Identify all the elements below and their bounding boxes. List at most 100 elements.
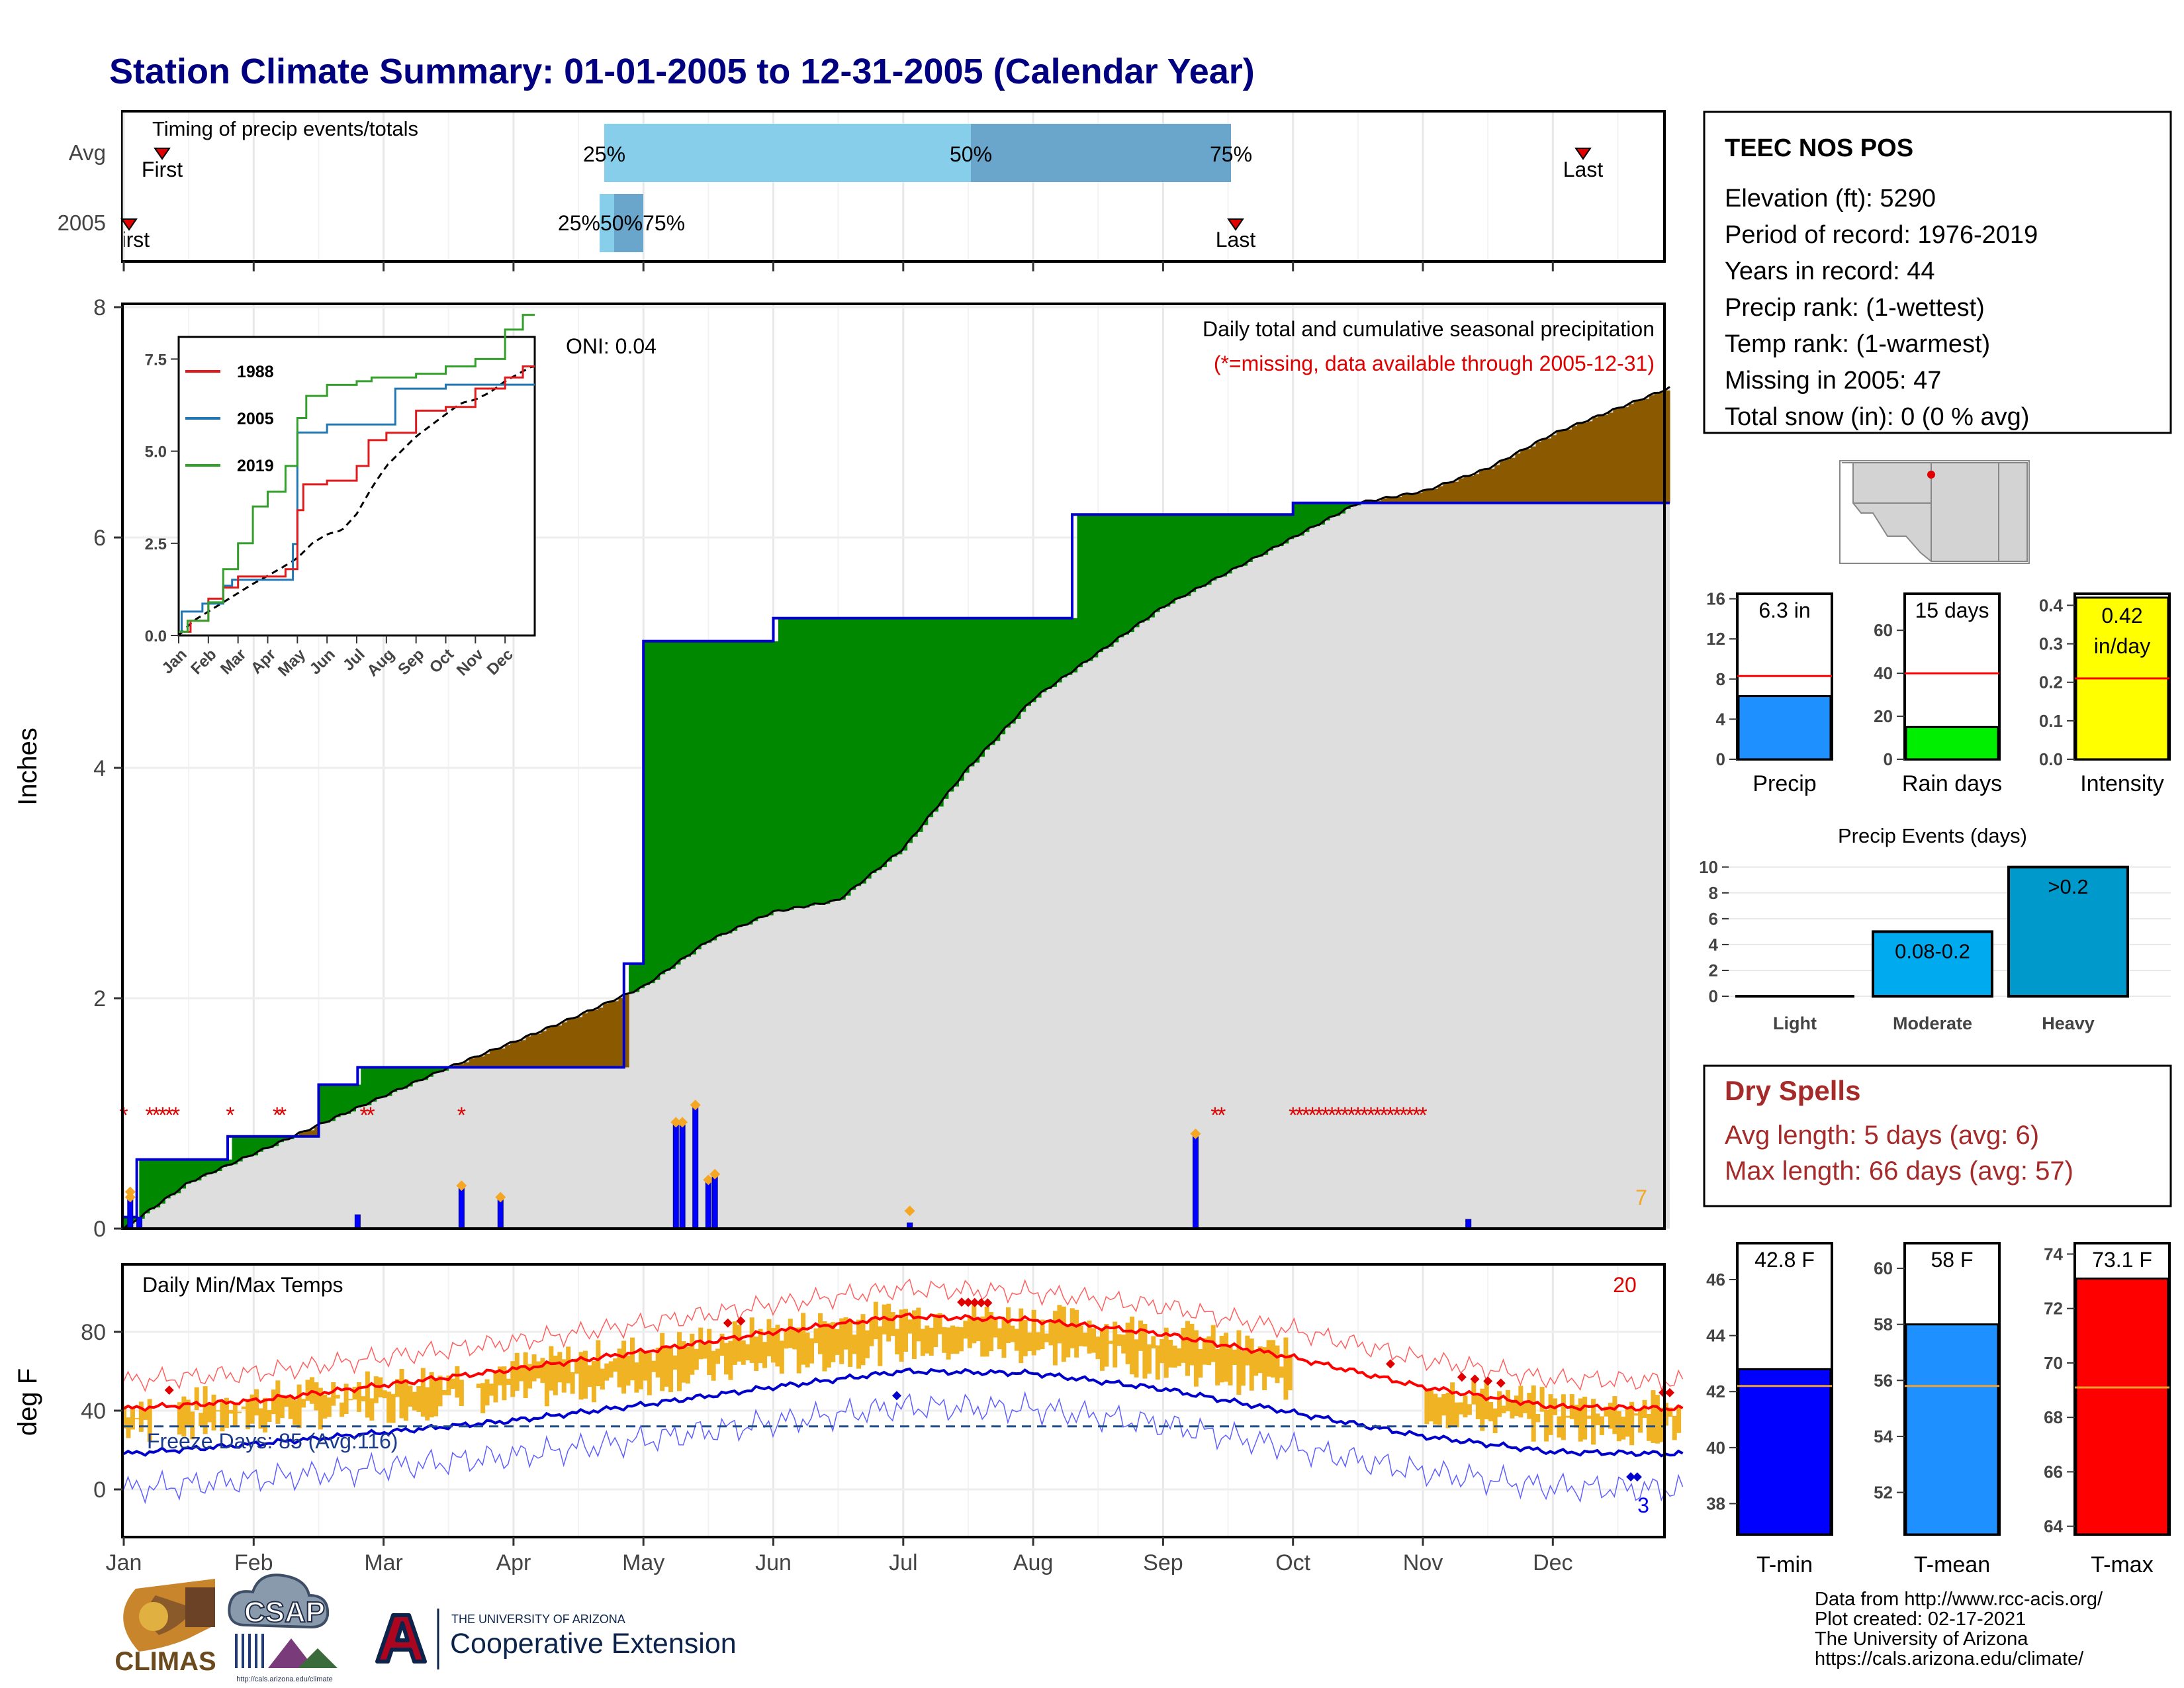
daily-temp-bar: [758, 1329, 763, 1364]
daily-temp-bar: [395, 1379, 400, 1397]
above-avg-area: [757, 641, 764, 918]
month-label: May: [622, 1550, 664, 1575]
daily-temp-bar: [446, 1376, 451, 1395]
avg-first-marker: [154, 148, 171, 160]
daily-temp-bar: [856, 1319, 862, 1369]
below-avg-area: [1484, 469, 1490, 503]
daily-temp-bar: [903, 1309, 909, 1352]
daily-temp-bar: [1488, 1402, 1494, 1422]
above-avg-area: [1077, 514, 1083, 667]
timing-row-avg: Avg: [69, 140, 106, 165]
daily-temp-bar: [215, 1410, 220, 1412]
above-avg-area: [1180, 514, 1186, 598]
above-avg-area: [1010, 618, 1016, 724]
below-avg-area: [572, 1018, 578, 1068]
daily-temp-bar: [348, 1399, 353, 1401]
above-avg-area: [1041, 618, 1047, 692]
above-avg-area: [1216, 514, 1222, 578]
precip-events-chart: Precip Events (days) 0 2 4 6 8 10 Light Moderat…: [1699, 824, 2171, 1033]
daily-temp-bar: [831, 1322, 836, 1362]
below-avg-area: [1572, 426, 1578, 503]
above-avg-area: [964, 618, 970, 773]
below-avg-area: [304, 1131, 310, 1137]
above-avg-area: [747, 641, 753, 925]
above-avg-area: [659, 641, 666, 974]
daily-temp-bar: [869, 1319, 874, 1346]
daily-temp-bar: [582, 1350, 588, 1399]
above-avg-area: [407, 1067, 413, 1087]
daily-temp-bar: [864, 1330, 870, 1358]
missing-data-mark: *: [1328, 1103, 1336, 1128]
missing-data-mark: *: [1353, 1103, 1362, 1128]
below-avg-area: [510, 1042, 516, 1068]
daily-temp-bar: [365, 1371, 370, 1418]
daily-temp-bar: [1287, 1354, 1293, 1391]
above-avg-area: [1308, 502, 1315, 528]
above-avg-area: [768, 641, 774, 915]
daily-temp-bar: [878, 1326, 883, 1366]
below-avg-area: [1546, 438, 1552, 503]
daily-temp-bar: [177, 1402, 182, 1435]
intensity-mini-value-label-2: in/day: [2094, 634, 2150, 658]
above-avg-area: [696, 641, 702, 950]
daily-temp-bar: [852, 1335, 857, 1354]
missing-data-mark: *: [1308, 1103, 1317, 1128]
above-avg-area: [933, 618, 938, 812]
above-avg-area: [216, 1159, 222, 1172]
below-avg-area: [489, 1050, 496, 1068]
daily-precip-marker: [690, 1100, 701, 1111]
missing-data-mark: *: [1367, 1103, 1375, 1128]
daily-temp-bar: [382, 1390, 387, 1399]
daily-temp-bar: [587, 1365, 592, 1387]
temp-ytick-label: 0: [93, 1477, 106, 1503]
below-avg-area: [541, 1031, 547, 1068]
daily-temp-bar: [672, 1355, 678, 1370]
daily-temp-bar: [676, 1332, 682, 1391]
above-avg-area: [226, 1159, 233, 1165]
daily-temp-bar: [1659, 1407, 1664, 1442]
missing-data-mark: *: [1399, 1103, 1408, 1128]
daily-temp-bar: [711, 1350, 716, 1381]
month-label: Oct: [1275, 1550, 1310, 1575]
daily-temp-bar: [279, 1396, 285, 1419]
above-avg-area: [154, 1159, 161, 1208]
above-avg-area: [1144, 514, 1150, 621]
daily-temp-bar: [1257, 1346, 1263, 1374]
above-avg-area: [968, 618, 975, 767]
month-label: Aug: [1013, 1550, 1054, 1575]
daily-temp-bar: [963, 1321, 968, 1339]
daily-temp-bar: [1638, 1409, 1643, 1433]
below-avg-area: [603, 1004, 609, 1068]
daily-precip-marker: [495, 1192, 506, 1203]
above-avg-area: [860, 618, 866, 884]
month-label: Dec: [1533, 1550, 1572, 1575]
credit-line-created: Plot created: 02-17-2021: [1815, 1609, 2026, 1630]
daily-temp-bar: [1510, 1401, 1515, 1419]
daily-temp-bar: [873, 1301, 878, 1340]
month-label: Feb: [234, 1550, 273, 1575]
daily-temp-bar: [1445, 1392, 1451, 1429]
above-avg-area: [437, 1067, 444, 1072]
daily-temp-bar: [288, 1394, 293, 1419]
daily-temp-bar: [600, 1368, 605, 1390]
above-avg-area: [994, 618, 1001, 741]
precip-mini-tick-label: 16: [1706, 589, 1725, 609]
daily-temp-bar: [1005, 1307, 1011, 1344]
daily-temp-bar: [1574, 1405, 1579, 1428]
above-avg-area: [1005, 618, 1011, 728]
daily-temp-bar: [1121, 1335, 1126, 1354]
above-avg-area: [211, 1159, 217, 1174]
below-avg-area: [608, 1002, 614, 1068]
daily-temp-bar: [1604, 1406, 1609, 1417]
timing-row-year: 2005: [58, 211, 106, 235]
daily-temp-bar: [1108, 1340, 1113, 1344]
above-avg-area: [917, 618, 923, 832]
events-bar-label: 0.08-0.2: [1895, 939, 1970, 962]
events-tick-label: 4: [1709, 935, 1719, 955]
daily-temp-bar: [1266, 1340, 1271, 1377]
daily-temp-bar: [147, 1399, 152, 1442]
above-avg-area: [984, 618, 990, 750]
below-avg-area: [1412, 494, 1418, 503]
above-avg-area: [664, 641, 670, 971]
above-avg-area: [731, 641, 738, 931]
